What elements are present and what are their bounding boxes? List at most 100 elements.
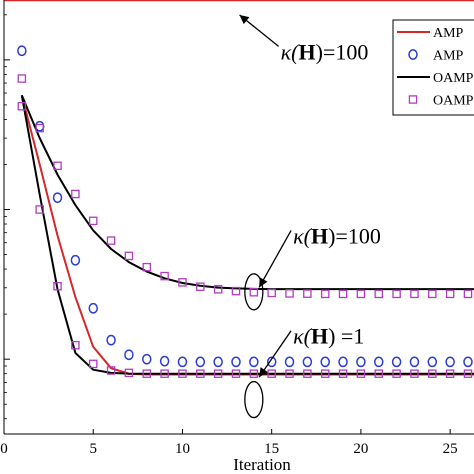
data-point-square [410,369,419,378]
data-point-square [356,289,366,299]
data-point-square [17,74,27,83]
data-point-square [374,369,384,378]
annotation-arrow-line [258,230,292,288]
data-point-square [463,289,473,299]
series-4-oamp-line [20,95,474,375]
data-point-square [249,369,259,378]
data-point-square [17,101,27,111]
data-point-square [445,289,455,299]
data-point-square [53,161,62,171]
legend-entry-1: AMP [408,49,464,64]
data-point-square [267,369,276,378]
series-3-oamp-line [20,94,474,291]
series-5-oamp-square [17,74,473,299]
data-point-square [267,288,276,298]
x-tick-label: 0 [0,441,8,457]
data-point-circle [391,356,402,368]
annotation-label: κ(H) =1 [293,324,364,349]
x-axis-label: Iteration [233,455,291,474]
legend: AMP AMP OAMP OAMP [392,19,474,116]
data-point-square [231,286,241,296]
legend-box [392,19,474,116]
annotation-arrowhead [239,14,250,25]
legend-label: OAMP [433,71,474,86]
data-point-circle [374,356,384,368]
data-point-square [285,289,294,298]
x-tick-label: 10 [175,441,190,457]
data-point-circle [249,356,259,368]
data-point-circle [302,356,313,368]
legend-label: AMP [433,49,464,64]
data-point-square [392,289,401,299]
y-ticks [4,14,10,420]
data-point-square [178,278,187,287]
data-point-square [142,369,152,378]
data-point-circle [195,356,206,368]
axes [3,0,474,435]
data-point-circle [159,355,170,367]
x-tick-label: 5 [89,441,97,457]
annotation-2: κ(H) =1 [244,324,364,419]
series-1-amp-line [20,95,474,376]
data-point-circle [284,356,295,368]
data-point-square [106,236,116,245]
data-point-square [303,369,312,378]
data-point-square [338,369,348,378]
annotation-arrowhead [259,367,268,378]
series-line [20,95,474,376]
data-point-square [106,366,116,375]
data-point-circle [106,334,116,346]
data-point-square [320,369,330,378]
data-point-square [374,289,384,299]
data-point-square [249,288,259,297]
data-point-square [320,289,330,299]
data-point-circle [409,356,420,368]
legend-circle-swatch [408,49,418,60]
legend-square-swatch [408,95,418,104]
data-point-circle [88,302,98,314]
data-point-square [71,340,80,350]
data-point-circle [213,356,223,368]
data-point-circle [52,192,63,204]
legend-label: AMP [433,26,464,41]
annotation-ellipse [244,273,264,311]
data-point-square [196,369,205,378]
data-point-square [231,369,241,378]
annotation-arrowhead [259,277,268,288]
data-point-circle [124,349,134,361]
data-point-square [124,368,134,378]
series-2-amp-circle [17,45,473,368]
data-point-square [160,369,169,378]
data-point-square [88,359,98,369]
data-point-square [53,282,62,291]
data-point-circle [17,45,27,57]
data-point-circle [177,356,188,368]
data-point-circle [445,356,455,368]
legend-label: OAMP [433,94,474,109]
data-point-circle [70,254,81,266]
annotation-arrow-line [258,330,292,378]
data-point-square [213,285,223,294]
x-ticks: 0 5 10 15 20 25 [0,429,458,457]
data-point-square [142,262,152,272]
data-point-square [71,189,80,199]
data-point-square [160,271,169,281]
data-point-circle [231,356,241,368]
series-line [20,94,474,291]
data-point-square [196,282,205,291]
data-point-circle [338,356,348,368]
series-line [20,95,474,375]
annotation-0: κ(H)=100 [239,14,369,64]
data-point-circle [463,356,473,368]
data-point-square [285,369,294,378]
data-point-square [356,369,366,378]
data-point-circle [320,356,330,368]
data-point-square [35,205,44,214]
data-point-square [463,369,473,378]
data-point-square [124,251,134,261]
data-point-square [392,369,401,378]
x-tick-label: 20 [353,441,368,457]
data-point-circle [142,353,152,365]
data-point-square [35,123,44,133]
annotation-label: κ(H)=100 [281,39,369,64]
